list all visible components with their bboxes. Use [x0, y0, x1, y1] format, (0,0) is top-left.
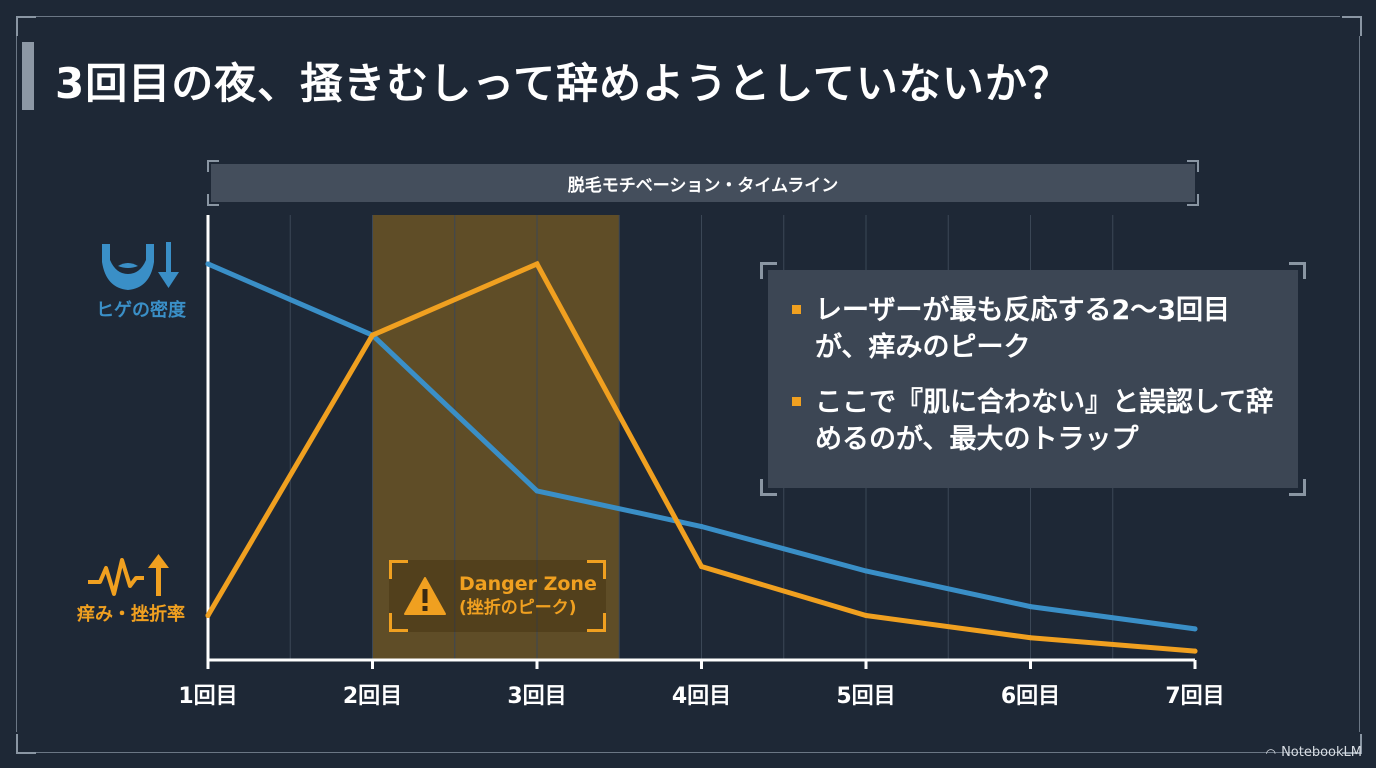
series-point-1 — [534, 488, 540, 494]
density-label: ヒゲの密度 — [96, 300, 186, 321]
callout-box: レーザーが最も反応する2〜3回目が、痒みのピーク ここで『肌に合わない』と誤認し… — [760, 262, 1306, 496]
danger-corner-bl — [389, 613, 408, 632]
title-accent-bar — [22, 42, 34, 110]
frame-right — [1359, 36, 1360, 732]
series-point-1 — [1028, 604, 1033, 610]
series-point-2 — [1192, 648, 1198, 654]
bullet-square — [792, 397, 801, 406]
x-tick-label: 7回目 — [1165, 684, 1224, 709]
series-point-2 — [370, 332, 375, 338]
frame-corner-tr — [1342, 16, 1362, 36]
danger-zone-box: Danger Zone (挫折のピーク) — [389, 560, 606, 632]
chart-title-banner: 脱毛モチベーション・タイムライン — [207, 160, 1199, 206]
danger-zone-subtitle: (挫折のピーク) — [459, 598, 577, 618]
density-label-group: ヒゲの密度 — [86, 240, 196, 322]
x-tick-label: 4回目 — [672, 684, 731, 709]
callout-text: ここで『肌に合わない』と誤認して辞めるのが、最大のトラップ — [815, 387, 1274, 455]
itch-label-group: 痒み・挫折率 — [66, 552, 196, 626]
danger-zone-title: Danger Zone — [459, 573, 597, 595]
banner-corner-tr — [1187, 160, 1199, 172]
x-tick-label: 2回目 — [343, 684, 402, 709]
banner-corner-tl — [207, 160, 219, 172]
callout-item: ここで『肌に合わない』と誤認して辞めるのが、最大のトラップ — [792, 384, 1274, 458]
frame-top — [36, 16, 1340, 17]
beard-down-icon — [102, 242, 179, 290]
itch-label: 痒み・挫折率 — [77, 604, 185, 625]
chart-title: 脱毛モチベーション・タイムライン — [567, 175, 839, 196]
callout-item: レーザーが最も反応する2〜3回目が、痒みのピーク — [792, 292, 1274, 366]
callout-text: レーザーが最も反応する2〜3回目が、痒みのピーク — [815, 295, 1231, 363]
frame-corner-bl — [16, 734, 36, 754]
x-tick-label: 1回目 — [178, 684, 237, 709]
series-point-2 — [863, 613, 869, 618]
frame-left — [16, 36, 17, 732]
x-tick-label: 3回目 — [507, 684, 566, 709]
series-point-2 — [1028, 635, 1033, 641]
frame-bottom — [36, 752, 1340, 753]
callout-corner-br — [1289, 479, 1306, 496]
notebooklm-logo-icon: ◠ — [1265, 745, 1277, 760]
page-title: 3回目の夜、掻きむしって辞めようとしていないか？ — [55, 59, 1071, 108]
x-tick-label: 6回目 — [1001, 684, 1060, 709]
x-tick-label: 5回目 — [836, 684, 895, 709]
series-point-1 — [863, 568, 869, 574]
bullet-square — [792, 305, 801, 314]
series-point-2 — [534, 261, 540, 267]
series-point-1 — [699, 524, 704, 529]
banner-corner-br — [1187, 194, 1199, 206]
danger-corner-tr — [587, 560, 606, 579]
callout-corner-tl — [760, 262, 777, 279]
danger-zone-text: Danger Zone (挫折のピーク) — [459, 572, 597, 620]
danger-corner-tl — [389, 560, 408, 579]
series-point-1 — [1192, 626, 1198, 632]
frame-corner-tl — [16, 16, 36, 36]
watermark-text: NotebookLM — [1281, 745, 1362, 760]
pulse-up-icon — [88, 554, 169, 596]
callout-corner-bl — [760, 479, 777, 496]
danger-corner-br — [587, 613, 606, 632]
callout-corner-tr — [1289, 262, 1306, 279]
banner-corner-bl — [207, 194, 219, 206]
series-point-2 — [699, 564, 704, 570]
series-point-2 — [205, 613, 211, 618]
series-point-1 — [205, 261, 211, 267]
frame-corner-br — [1342, 734, 1362, 754]
warning-triangle-icon — [404, 577, 446, 615]
danger-zone-band — [372, 215, 620, 660]
watermark: ◠ NotebookLM — [1266, 745, 1362, 760]
